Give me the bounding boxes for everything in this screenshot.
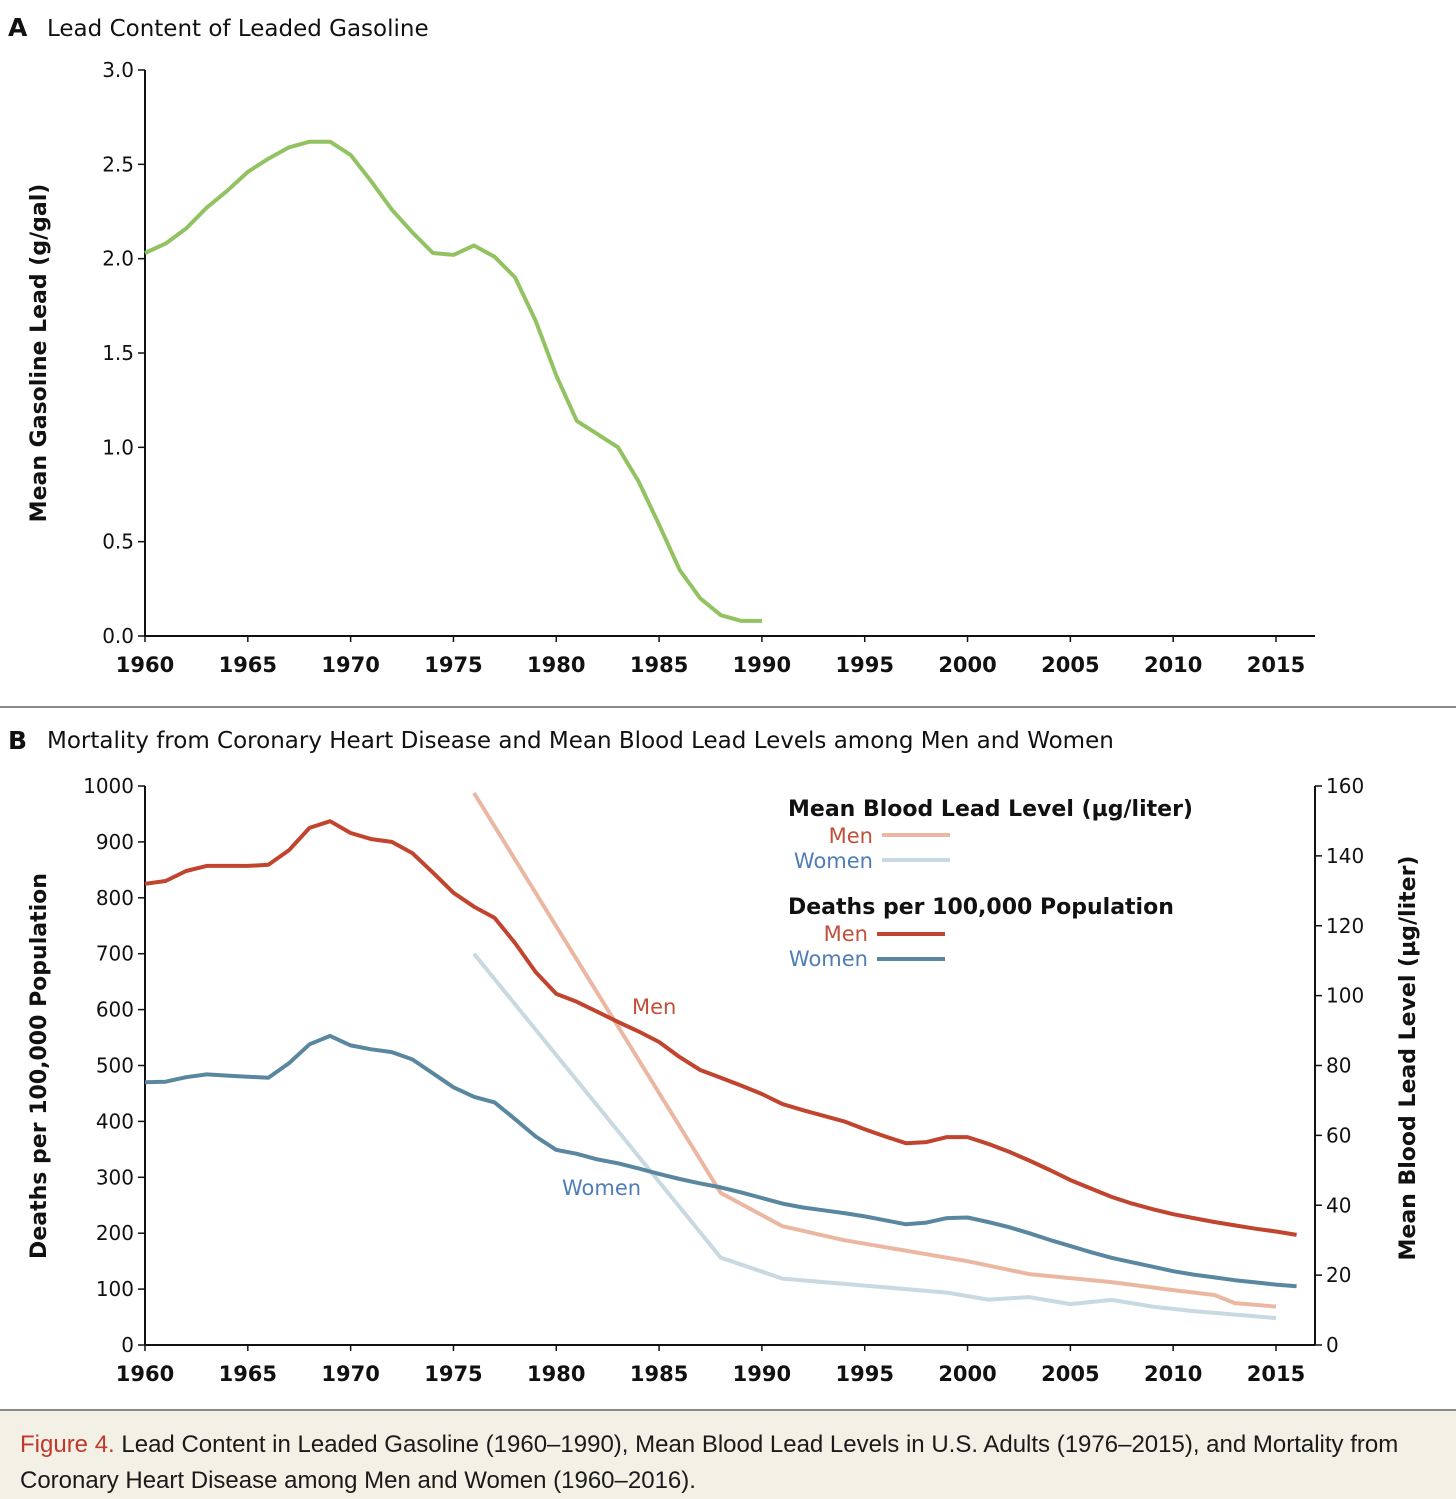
y2-tick-label: 0 <box>1326 1333 1339 1357</box>
legend-label-men-blood: Men <box>829 824 873 848</box>
x-tick-label: 1985 <box>630 1362 688 1386</box>
legend-label-men-deaths: Men <box>824 922 868 946</box>
panel-a-letter: A <box>8 13 28 42</box>
x-tick-label: 2010 <box>1144 1362 1202 1386</box>
x-tick-label: 1985 <box>630 653 688 677</box>
series-men-blood-lead-line <box>472 791 1277 1309</box>
x-tick-label: 1975 <box>424 653 482 677</box>
y-tick-label: 2.5 <box>102 152 134 176</box>
annotation-men: Men <box>632 995 676 1019</box>
x-tick-label: 2000 <box>938 653 996 677</box>
y-tick-label: 800 <box>96 886 134 910</box>
y-tick-label: 700 <box>96 942 134 966</box>
caption-label: Figure 4. <box>20 1431 115 1458</box>
x-tick-label: 2015 <box>1247 1362 1305 1386</box>
x-tick-label: 1990 <box>733 1362 791 1386</box>
panel-a-y-axis-label: Mean Gasoline Lead (g/gal) <box>27 184 52 523</box>
figure-caption: Figure 4. Lead Content in Leaded Gasolin… <box>0 1409 1456 1499</box>
legend-title-blood-lead: Mean Blood Lead Level (µg/liter) <box>788 797 1193 822</box>
series-women-deaths-line <box>144 1033 1297 1289</box>
panel-a-title: Lead Content of Leaded Gasoline <box>47 16 429 42</box>
y-tick-label: 1000 <box>83 774 134 798</box>
x-tick-label: 1980 <box>527 653 585 677</box>
legend: Mean Blood Lead Level (µg/liter) Men Wom… <box>788 797 1193 971</box>
y2-tick-label: 140 <box>1326 844 1364 868</box>
y-tick-label: 200 <box>96 1221 134 1245</box>
x-tick-label: 1960 <box>116 653 174 677</box>
y-tick-label: 100 <box>96 1277 134 1301</box>
x-tick-label: 1970 <box>321 1362 379 1386</box>
series-women-blood-lead-line <box>472 952 1277 1321</box>
y-tick-label: 0.0 <box>102 624 134 648</box>
x-tick-label: 1995 <box>836 653 894 677</box>
y-tick-label: 300 <box>96 1165 134 1189</box>
panel-b-title: Mortality from Coronary Heart Disease an… <box>47 728 1114 754</box>
legend-label-women-deaths: Women <box>789 947 868 971</box>
x-tick-label: 2010 <box>1144 653 1202 677</box>
y2-tick-label: 20 <box>1326 1263 1351 1287</box>
y-tick-label: 500 <box>96 1054 134 1078</box>
y2-tick-label: 120 <box>1326 914 1364 938</box>
x-tick-label: 1980 <box>527 1362 585 1386</box>
legend-label-women-blood: Women <box>794 849 873 873</box>
y-tick-label: 3.0 <box>102 58 134 82</box>
x-tick-label: 2005 <box>1041 653 1099 677</box>
y-tick-label: 1.0 <box>102 435 134 459</box>
panel-b-y2-axis-label: Mean Blood Lead Level (µg/liter) <box>1396 856 1421 1261</box>
y-tick-label: 900 <box>96 830 134 854</box>
x-tick-label: 1975 <box>424 1362 482 1386</box>
y2-tick-label: 160 <box>1326 774 1364 798</box>
x-tick-label: 2005 <box>1041 1362 1099 1386</box>
x-tick-label: 2015 <box>1247 653 1305 677</box>
figure: A Lead Content of Leaded Gasoline Mean G… <box>0 13 1456 1386</box>
caption-text: Lead Content in Leaded Gasoline (1960–19… <box>20 1431 1399 1494</box>
x-tick-label: 1965 <box>219 1362 277 1386</box>
y2-tick-label: 80 <box>1326 1054 1351 1078</box>
x-tick-label: 2000 <box>938 1362 996 1386</box>
x-tick-label: 1965 <box>219 653 277 677</box>
x-tick-label: 1995 <box>836 1362 894 1386</box>
panel-b-letter: B <box>8 726 27 755</box>
panel-b-plot: 1960 1965 1970 1975 1980 1985 1990 1995 2000 2005… <box>83 774 1364 1386</box>
panel-b-y-axis-label: Deaths per 100,000 Population <box>27 873 52 1259</box>
x-tick-label: 1990 <box>733 653 791 677</box>
y-tick-label: 0 <box>121 1333 134 1357</box>
y-tick-label: 2.0 <box>102 247 134 271</box>
annotation-women: Women <box>562 1176 641 1200</box>
legend-title-deaths: Deaths per 100,000 Population <box>788 895 1174 920</box>
series-gasoline-lead-line <box>144 139 762 623</box>
y-tick-label: 1.5 <box>102 341 134 365</box>
y2-tick-label: 100 <box>1326 984 1364 1008</box>
y2-tick-label: 60 <box>1326 1123 1351 1147</box>
y-tick-label: 600 <box>96 998 134 1022</box>
y-tick-label: 400 <box>96 1109 134 1133</box>
panel-a-plot: 1960 1965 1970 1975 1980 1985 1990 1995 2000 2005… <box>102 58 1315 677</box>
x-tick-label: 1970 <box>321 653 379 677</box>
x-tick-label: 1960 <box>116 1362 174 1386</box>
y2-tick-label: 40 <box>1326 1193 1351 1217</box>
y-tick-label: 0.5 <box>102 530 134 554</box>
series-men-deaths-line <box>144 819 1297 1237</box>
